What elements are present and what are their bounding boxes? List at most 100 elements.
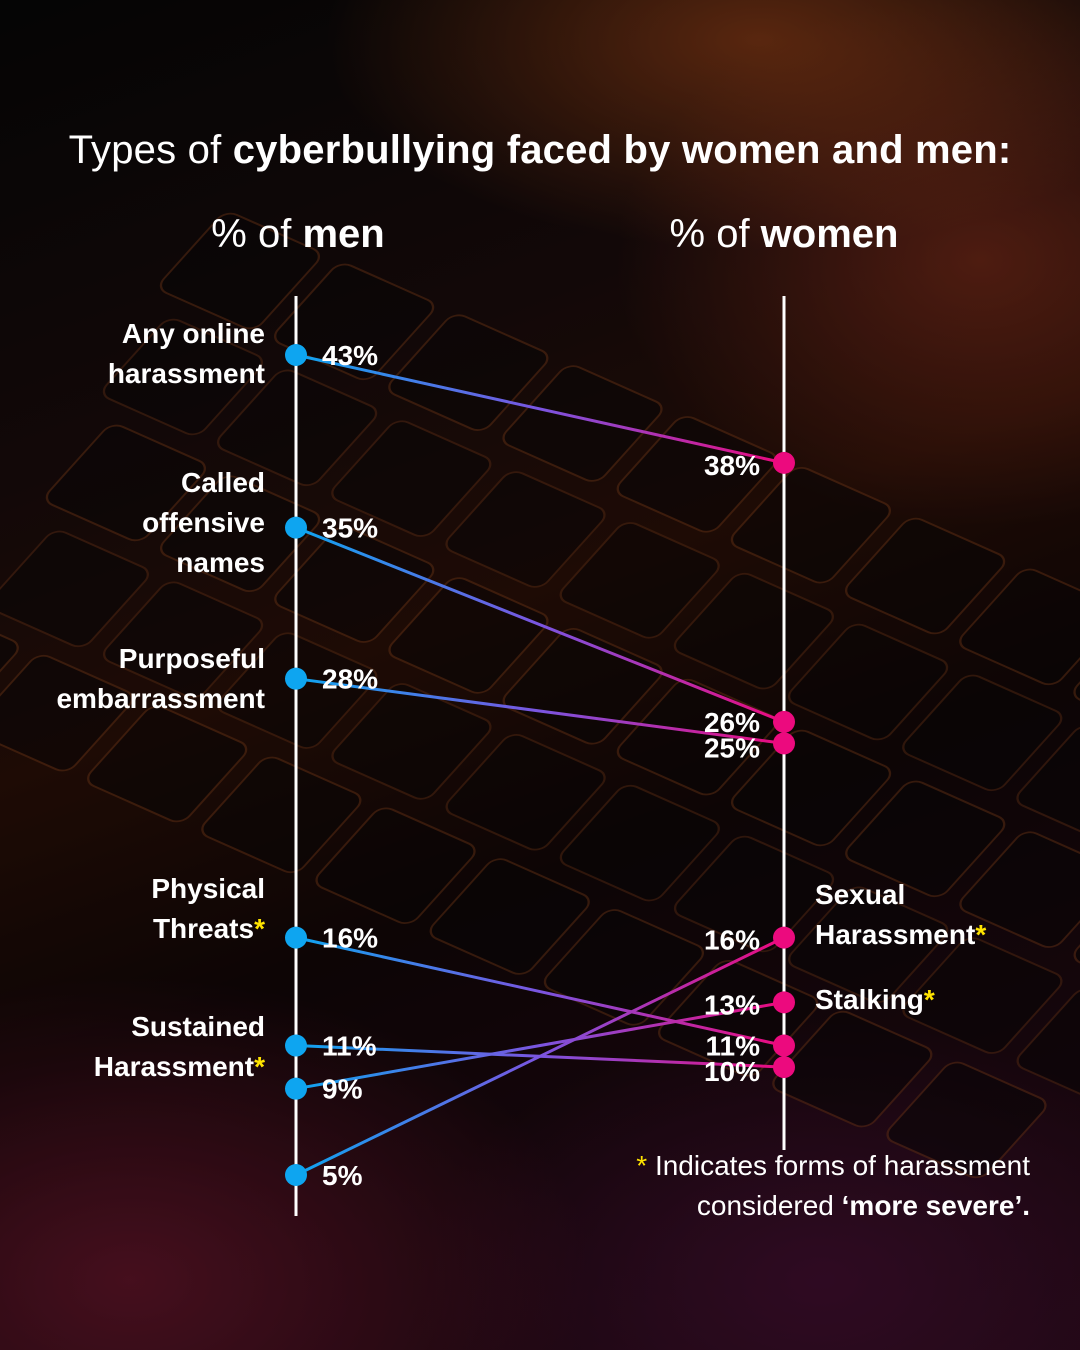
series-line: [295, 677, 785, 745]
keyboard-key-shape: [673, 835, 835, 953]
keyboard-key-shape: [886, 1061, 1047, 1179]
label-text: Harassment: [815, 919, 976, 950]
men-data-point: [285, 1077, 307, 1100]
keyboard-key-shape: [201, 756, 362, 874]
label-purposeful-embarrassment: Purposeful embarrassment: [0, 639, 265, 719]
keyboard-key-shape: [87, 705, 248, 823]
men-data-point: [285, 516, 307, 539]
keyboard-key-shape: [445, 734, 606, 851]
men-value-label: 28%: [322, 664, 378, 695]
men-header-regular: % of: [211, 212, 303, 256]
label-sustained-harassment: Sustained Harassment*: [0, 1007, 265, 1087]
women-value-label: 26%: [704, 707, 760, 738]
women-data-point: [773, 451, 795, 474]
keyboard-key-shape: [959, 568, 1080, 686]
label-line: harassment: [107, 358, 265, 389]
label-line-with-star: Stalking*: [815, 980, 935, 1020]
label-line-with-star: Threats*: [0, 909, 265, 949]
footnote-line-2: considered ‘more severe’.: [636, 1186, 1030, 1226]
women-value-label: 10%: [704, 1056, 760, 1087]
label-stalking: Stalking*: [815, 980, 935, 1020]
men-data-point: [285, 1164, 307, 1186]
keyboard-key-shape: [274, 526, 435, 643]
severity-star: *: [975, 919, 987, 950]
label-line: Called: [180, 467, 265, 498]
keyboard-key-shape: [673, 572, 834, 690]
footnote-text-2-bold: ‘more severe’.: [841, 1190, 1030, 1221]
series-line: [295, 1000, 785, 1091]
men-header-bold: men: [302, 212, 385, 256]
keyboard-key-shape: [730, 466, 891, 584]
keyboard-key-shape: [844, 517, 1006, 635]
men-value-label: 5%: [322, 1160, 363, 1191]
keyboard-key-shape: [1016, 725, 1080, 842]
chart-title-regular: Types of: [68, 128, 233, 172]
keyboard-key-shape: [429, 858, 590, 975]
keyboard-key-shape: [388, 577, 549, 694]
women-data-point: [773, 1056, 795, 1079]
keyboard-key-shape: [845, 780, 1006, 898]
series-line: [295, 936, 785, 1047]
label-any-online-harassment: Any online harassment: [0, 314, 265, 394]
footnote-text-2: considered: [696, 1190, 842, 1221]
label-line: offensive: [142, 507, 265, 538]
label-line-with-star: Harassment*: [0, 1047, 265, 1087]
footnote-text-1: Indicates forms of harassment: [654, 1150, 1030, 1181]
women-data-point: [773, 710, 795, 733]
men-value-label: 16%: [322, 923, 378, 954]
chart-title: Types of cyberbullying faced by women an…: [0, 128, 1080, 173]
keyboard-key-shape: [102, 581, 264, 698]
keyboard-key-shape: [0, 530, 149, 648]
severity-star: *: [254, 1051, 265, 1082]
keyboard-key-shape: [559, 522, 720, 639]
label-text: Threats: [152, 913, 255, 944]
severity-star: *: [254, 913, 265, 944]
label-text: Harassment: [93, 1051, 255, 1082]
women-header-bold: women: [760, 212, 899, 256]
men-data-point: [285, 1034, 307, 1057]
severity-star: *: [923, 984, 935, 1015]
women-header-regular: % of: [669, 212, 761, 256]
women-value-label: 38%: [704, 450, 760, 481]
keyboard-key-shape: [787, 623, 949, 741]
women-value-label: 13%: [704, 989, 760, 1020]
label-line: embarrassment: [56, 683, 265, 714]
label-physical-threats: Physical Threats*: [0, 869, 265, 949]
keyboard-key-shape: [315, 807, 476, 924]
severity-star: *: [636, 1150, 648, 1181]
label-line: Any online: [121, 318, 265, 349]
keyboard-key-shape: [959, 831, 1080, 948]
women-data-point: [773, 732, 795, 755]
men-value-label: 43%: [322, 340, 378, 371]
women-column-header: % of women: [584, 212, 984, 257]
keyboard-key-shape: [902, 937, 1063, 1054]
keyboard-key-shape: [559, 784, 720, 902]
footnote: * Indicates forms of harassment consider…: [636, 1146, 1030, 1226]
keyboard-key-shape: [502, 365, 663, 482]
keyboard-key-shape: [159, 212, 321, 330]
label-line-with-star: Harassment*: [815, 915, 986, 955]
women-value-label: 25%: [704, 732, 760, 763]
men-data-point: [285, 344, 307, 366]
keyboard-key-shape: [102, 318, 264, 436]
keyboard-key-shape: [730, 729, 892, 847]
women-data-point: [773, 991, 795, 1014]
keyboard-key-shape: [159, 475, 321, 593]
women-data-point: [773, 1034, 795, 1057]
chart-title-bold: cyberbullying faced by women and men:: [232, 128, 1012, 172]
label-called-offensive-names: Called offensive names: [0, 463, 265, 583]
series-line: [295, 526, 785, 724]
women-data-point: [773, 926, 795, 949]
label-line: names: [176, 547, 265, 578]
label-line: Sustained: [131, 1011, 265, 1042]
keyboard-key-shape: [616, 416, 777, 533]
label-sexual-harassment: Sexual Harassment*: [815, 875, 986, 955]
keyboard-key-shape: [445, 471, 606, 588]
footnote-line-1: * Indicates forms of harassment: [636, 1146, 1030, 1186]
men-data-point: [285, 667, 307, 690]
women-value-label: 16%: [704, 925, 760, 956]
men-value-label: 9%: [322, 1074, 363, 1105]
men-data-point: [285, 926, 307, 949]
